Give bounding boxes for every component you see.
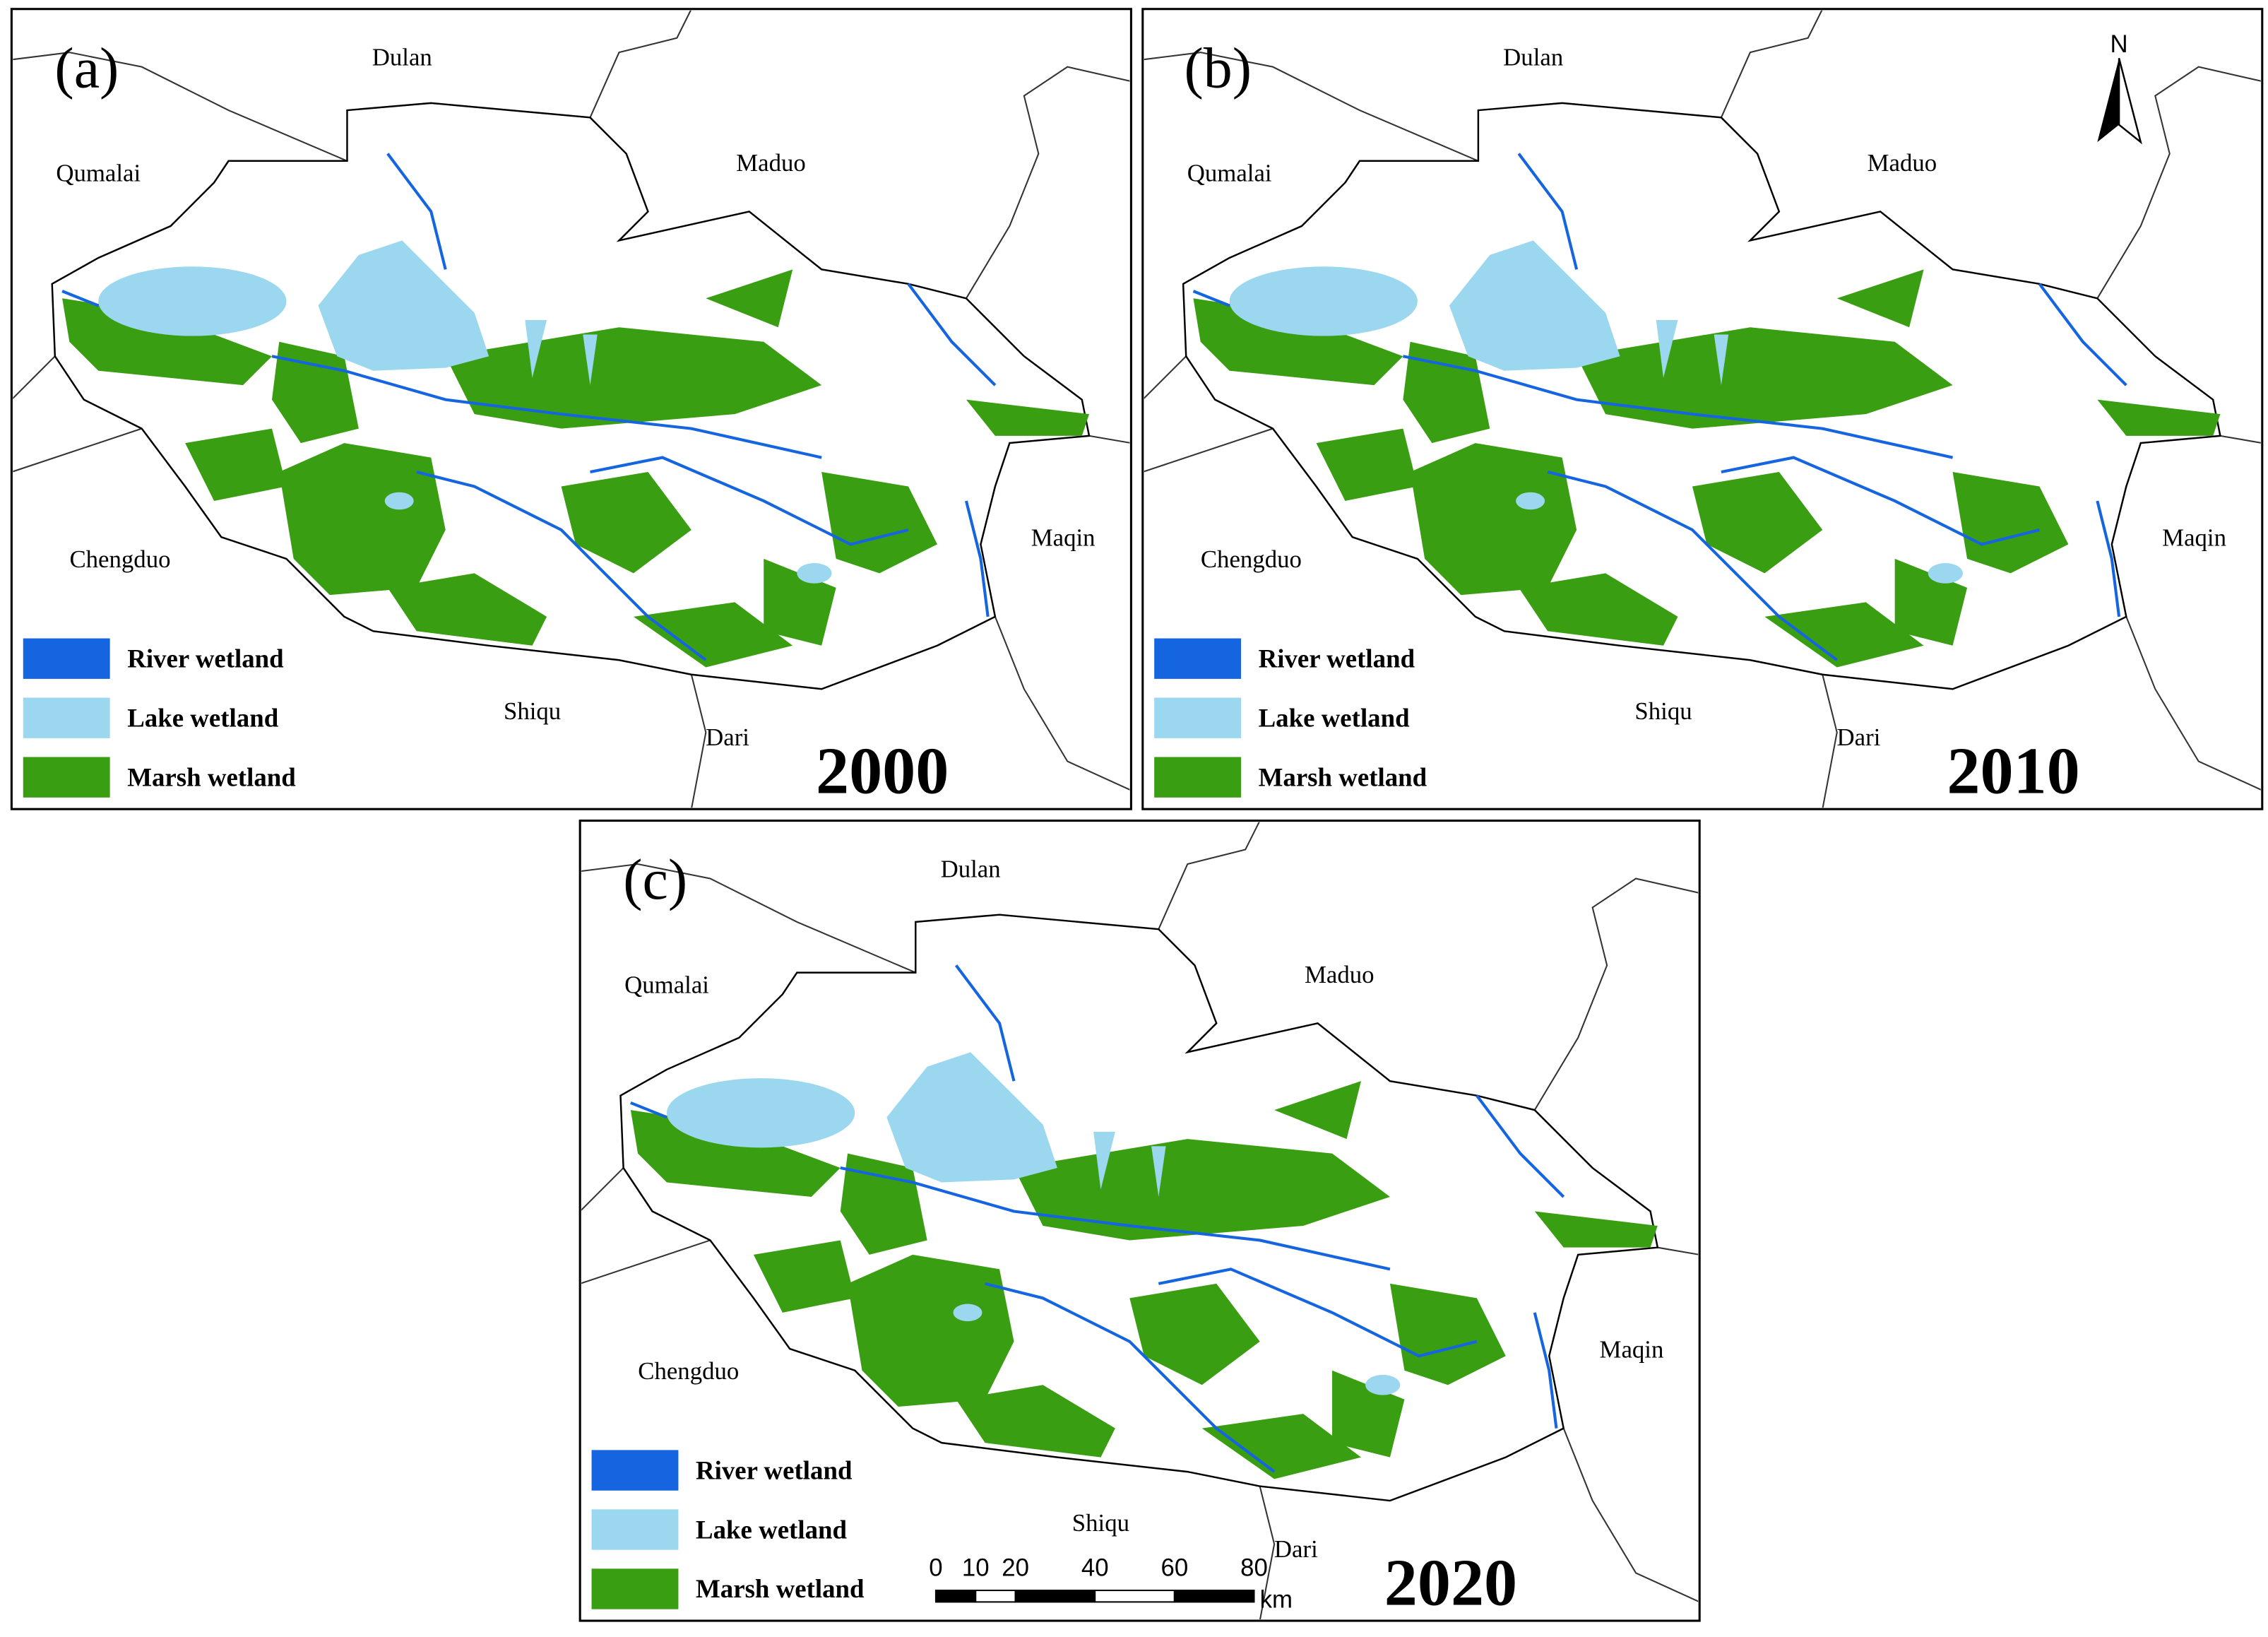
scale-tick-label: 60 [1160, 1554, 1188, 1582]
place-name: Maduo [1868, 149, 1937, 177]
place-name: Qumalai [624, 971, 709, 998]
scale-segment [975, 1589, 1016, 1603]
place-name: Chengduo [638, 1357, 739, 1385]
legend-swatch [1154, 697, 1242, 738]
place-name: Dulan [941, 855, 1001, 882]
north-label: N [2110, 30, 2128, 58]
place-name: Dulan [372, 44, 432, 71]
scale-segment [934, 1589, 977, 1603]
year-label: 2010 [1947, 735, 2079, 808]
legend-swatch [23, 697, 110, 738]
legend-swatch [23, 638, 110, 679]
place-name: Maqin [1031, 524, 1096, 551]
place-name: Maduo [736, 149, 806, 177]
legend-swatch [591, 1450, 679, 1491]
place-name: Maduo [1305, 961, 1375, 988]
panel-label: (b) [1185, 35, 1252, 100]
scale-segment [1173, 1589, 1255, 1603]
legend-label: Lake wetland [1259, 703, 1411, 732]
place-name: Dari [706, 723, 749, 751]
legend-label: Marsh wetland [696, 1574, 865, 1603]
scale-unit: km [1260, 1586, 1293, 1614]
place-name: Dari [1274, 1535, 1318, 1563]
map-panel: (c) Dulan Qumalai Maduo Chengduo Maqin Shiqu Da… [578, 820, 1701, 1622]
map-panel: (a) Dulan Qumalai Maduo Chengduo Maqin Shiqu Da… [10, 8, 1132, 810]
legend-swatch [1154, 638, 1242, 679]
place-name: Qumalai [1187, 159, 1272, 187]
scale-tick-label: 0 [929, 1554, 942, 1582]
legend-label: River wetland [127, 644, 284, 673]
panel-label: (c) [623, 847, 687, 911]
place-name: Dari [1837, 723, 1881, 751]
legend-label: Lake wetland [696, 1515, 848, 1544]
year-label: 2020 [1384, 1546, 1517, 1619]
legend-swatch [591, 1568, 679, 1609]
legend-swatch [23, 757, 110, 798]
place-name: Shiqu [504, 697, 561, 725]
legend-swatch [591, 1509, 679, 1550]
north-arrow [2118, 58, 2142, 145]
map-panel: (b) Dulan Qumalai Maduo Chengduo Maqin Shiqu Da… [1141, 8, 2264, 810]
legend-swatch [1154, 757, 1242, 798]
scale-segment [1014, 1589, 1096, 1603]
legend-label: River wetland [696, 1455, 853, 1484]
panel-label: (a) [54, 35, 119, 100]
scale-tick-label: 80 [1240, 1554, 1268, 1582]
scale-tick-label: 10 [962, 1554, 990, 1582]
year-label: 2000 [816, 735, 949, 808]
legend-label: River wetland [1259, 644, 1415, 673]
place-name: Qumalai [56, 159, 141, 187]
legend-label: Marsh wetland [1259, 762, 1427, 791]
place-name: Maqin [1600, 1335, 1664, 1363]
legend-label: Marsh wetland [127, 762, 296, 791]
place-name: Shiqu [1634, 697, 1692, 725]
north-arrow [2097, 58, 2120, 143]
scale-tick-label: 20 [1002, 1554, 1029, 1582]
scale-segment [1094, 1589, 1175, 1603]
scale-tick-label: 40 [1081, 1554, 1109, 1582]
place-name: Shiqu [1072, 1509, 1129, 1537]
place-name: Chengduo [69, 545, 170, 573]
place-name: Dulan [1503, 44, 1563, 71]
legend-label: Lake wetland [127, 703, 279, 732]
place-name: Chengduo [1201, 545, 1302, 573]
place-name: Maqin [2162, 524, 2226, 551]
